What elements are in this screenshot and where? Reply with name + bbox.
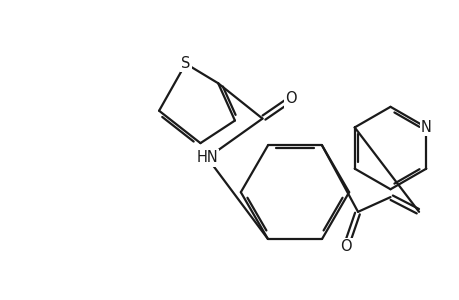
- Text: HN: HN: [196, 150, 218, 165]
- Text: O: O: [340, 239, 351, 254]
- Text: O: O: [285, 92, 296, 106]
- Text: N: N: [420, 120, 431, 135]
- Text: S: S: [180, 56, 190, 71]
